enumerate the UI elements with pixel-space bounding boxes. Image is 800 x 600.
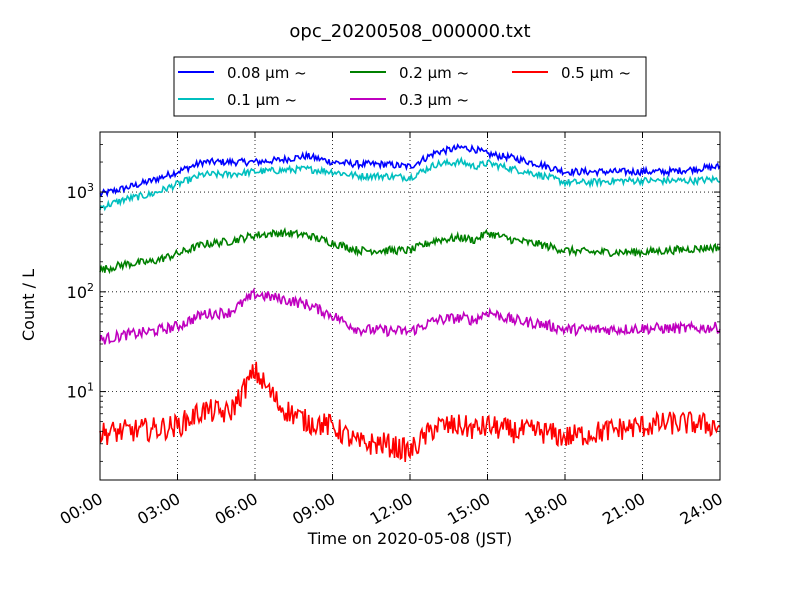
axes [99, 131, 721, 481]
legend-label: 0.3 μm ~ [399, 91, 469, 109]
legend-box [173, 56, 647, 117]
x-tick-label: 00:00 [57, 489, 106, 529]
y-tick-labels: 101 102 103 [67, 181, 94, 402]
series-line [99, 287, 721, 345]
x-tick-label: 03:00 [134, 489, 183, 529]
legend-label: 0.2 μm ~ [399, 64, 469, 82]
x-tick-label: 24:00 [677, 489, 726, 529]
x-tick-label: 09:00 [289, 489, 338, 529]
x-tick-labels: 00:00 03:00 06:00 09:00 12:00 15:00 18:00 21:00… [57, 489, 726, 529]
x-tick-label: 06:00 [212, 489, 261, 529]
y-axis-label: Count / L [19, 269, 38, 341]
legend-label: 0.1 μm ~ [227, 91, 297, 109]
series-lines [99, 143, 721, 463]
chart-title: opc_20200508_000000.txt [289, 21, 530, 42]
grid-lines [100, 132, 720, 480]
x-tick-label: 15:00 [444, 489, 493, 529]
series-line [99, 143, 721, 198]
y-tick-label: 101 [67, 381, 94, 402]
x-tick-label: 21:00 [599, 489, 648, 529]
plot-frame [99, 131, 721, 481]
x-axis-label: Time on 2020-05-08 (JST) [307, 529, 512, 548]
y-tick-label: 102 [67, 281, 94, 302]
x-tick-label: 18:00 [522, 489, 571, 529]
legend-label: 0.08 μm ~ [227, 64, 307, 82]
legend: 0.08 μm ~ 0.1 μm ~ 0.2 μm ~ 0.3 μm ~ 0.5 μm … [173, 56, 647, 117]
x-tick-label: 12:00 [367, 489, 416, 529]
series-line [99, 156, 720, 212]
series-line [99, 361, 721, 463]
series-line [99, 226, 721, 275]
legend-label: 0.5 μm ~ [561, 64, 631, 82]
y-tick-label: 103 [67, 181, 94, 202]
